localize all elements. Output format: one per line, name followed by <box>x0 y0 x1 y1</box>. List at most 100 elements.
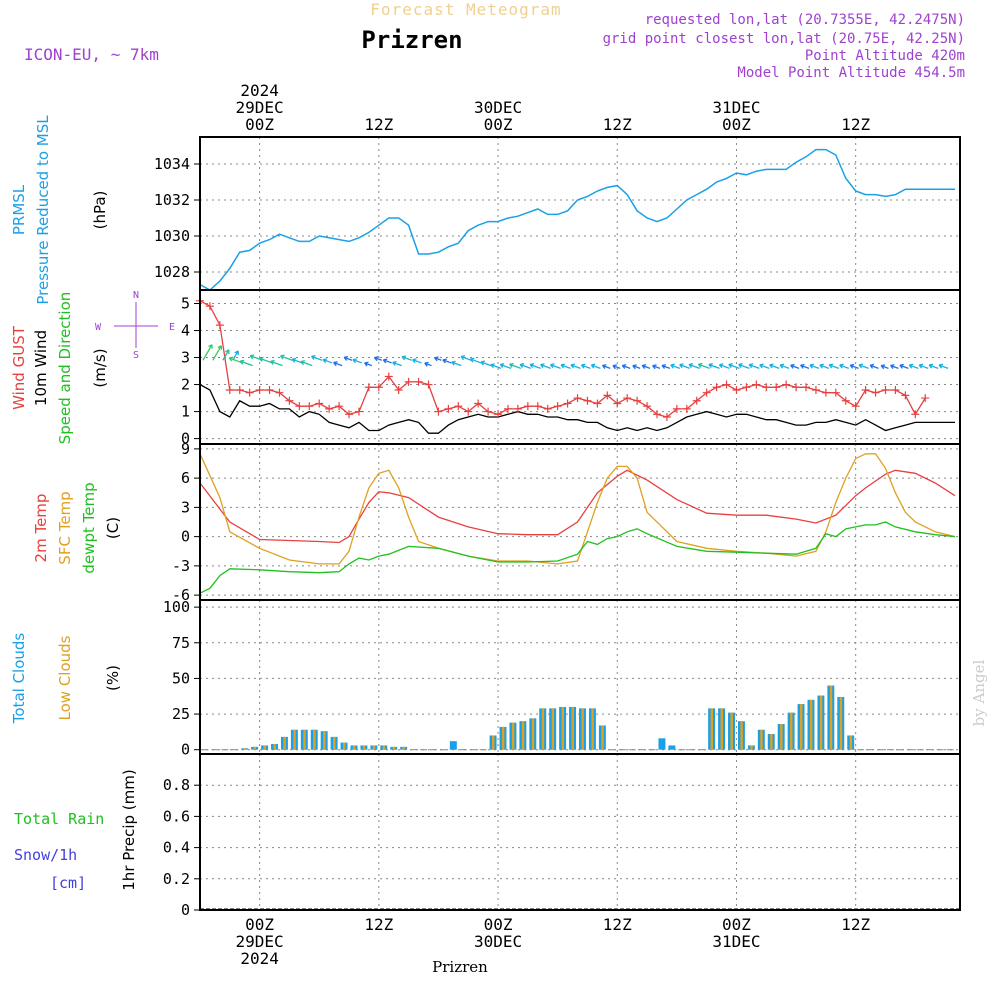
low-cloud-bar <box>303 729 306 750</box>
gust-marker <box>295 402 304 411</box>
low-cloud-bar <box>591 708 594 750</box>
gust-marker <box>384 372 393 381</box>
gust-marker <box>275 388 284 397</box>
wind-arrow <box>899 363 909 369</box>
low-cloud-bar <box>601 725 604 750</box>
gust-marker <box>851 402 860 411</box>
wind-arrow <box>259 356 273 364</box>
panel-border <box>199 753 961 911</box>
gust-marker <box>901 391 910 400</box>
low-cloud-bar <box>492 735 495 750</box>
gust-marker <box>364 383 373 392</box>
y-tick-label: 0 <box>181 430 190 448</box>
top-time-label: 00Z <box>722 115 751 134</box>
y-tick-label: 0.8 <box>163 776 190 794</box>
gust-marker <box>792 383 801 392</box>
low-cloud-bar <box>730 712 733 750</box>
wind-gust-label: Wind GUST <box>10 325 28 410</box>
wind-arrow <box>570 363 581 369</box>
gust-marker <box>215 321 224 330</box>
gust-marker <box>692 396 701 405</box>
wind-arrow <box>718 363 730 369</box>
wind-arrow <box>300 360 313 367</box>
super-title: Forecast Meteogram <box>370 0 561 19</box>
wind-arrow <box>612 364 621 370</box>
temp-unit: (C) <box>104 517 122 539</box>
gust-marker <box>335 402 344 411</box>
gust-marker <box>285 396 294 405</box>
y-tick-label: 0.4 <box>163 839 190 857</box>
wind-arrow <box>373 356 383 362</box>
total-cloud-bar <box>668 745 676 750</box>
total-cloud-bar <box>658 738 666 750</box>
temp-labels: 2m Temp SFC Temp dewpt Temp (C) <box>32 482 122 573</box>
low-cloud-bar <box>531 718 535 750</box>
gust-marker <box>702 388 711 397</box>
low-cloud-bar <box>352 745 356 750</box>
temp-line-dewpt-temp <box>199 521 956 594</box>
y-tick-label: 6 <box>181 469 190 487</box>
gust-marker <box>593 399 602 408</box>
low-cloud-bar <box>293 729 296 750</box>
gust-marker <box>265 385 274 394</box>
gust-marker <box>613 399 622 408</box>
gust-marker <box>831 388 840 397</box>
wind-arrow <box>490 363 502 369</box>
wind-arrow <box>908 363 919 369</box>
top-time-label: 30DEC <box>474 98 522 117</box>
wind-dir-label: Speed and Direction <box>56 292 74 445</box>
wind-arrow <box>291 357 303 364</box>
low-cloud-bar <box>790 712 793 750</box>
low-cloud-bar <box>710 708 714 750</box>
gust-marker <box>871 388 880 397</box>
gust-marker <box>354 407 363 416</box>
y-tick-label: 1030 <box>154 227 190 245</box>
bottom-time-label: 12Z <box>364 915 393 934</box>
wind-arrow <box>580 363 591 369</box>
low-cloud-bar <box>263 745 266 750</box>
low-cloud-bar <box>809 699 813 750</box>
low-cloud-bar <box>800 704 803 750</box>
wind-arrow <box>641 364 651 369</box>
wind-arrow <box>451 360 462 367</box>
gust-marker <box>434 407 443 416</box>
gust-marker <box>841 396 850 405</box>
gust-marker <box>643 402 652 411</box>
low-cloud-bar <box>571 706 574 750</box>
watermark: by Angel <box>970 659 988 726</box>
wind-arrow <box>839 363 849 369</box>
gust-marker <box>345 410 354 419</box>
t2m-label: 2m Temp <box>32 494 50 563</box>
wind-arrow <box>232 350 239 361</box>
gust-marker <box>444 404 453 413</box>
y-tick-label: 0.6 <box>163 807 190 825</box>
snow-unit: [cm] <box>50 874 86 892</box>
compass-s: S <box>133 350 139 361</box>
bottom-time-label: 29DEC <box>236 932 284 951</box>
gust-marker <box>722 380 731 389</box>
gust-marker <box>662 412 671 421</box>
wind-arrow <box>519 363 532 369</box>
clouds-unit: (%) <box>104 665 122 691</box>
y-tick-label: 3 <box>181 349 190 367</box>
temp-line-sfc-temp <box>199 453 956 565</box>
low-cloud-bar <box>323 731 326 750</box>
gust-marker <box>652 410 661 419</box>
wind-arrow <box>549 363 561 369</box>
gust-marker <box>752 380 761 389</box>
precip-labels: Total Rain Snow/1h [cm] 1hr Precip (mm) <box>14 769 138 892</box>
sfc-label: SFC Temp <box>56 491 74 564</box>
wind-arrow <box>769 363 780 369</box>
gust-marker <box>762 383 771 392</box>
wind-arrow <box>738 363 750 369</box>
low-cloud-bar <box>551 708 555 750</box>
wind-arrow <box>222 349 230 361</box>
y-tick-label: 1032 <box>154 191 190 209</box>
bottom-time-label: 31DEC <box>712 932 760 951</box>
low-cloud-bar <box>362 745 366 750</box>
total-clouds-label: Total Clouds <box>10 633 28 725</box>
wind-arrow <box>560 363 571 369</box>
gust-marker <box>682 404 691 413</box>
low-cloud-bar <box>333 736 336 750</box>
wind-arrow <box>858 363 869 369</box>
